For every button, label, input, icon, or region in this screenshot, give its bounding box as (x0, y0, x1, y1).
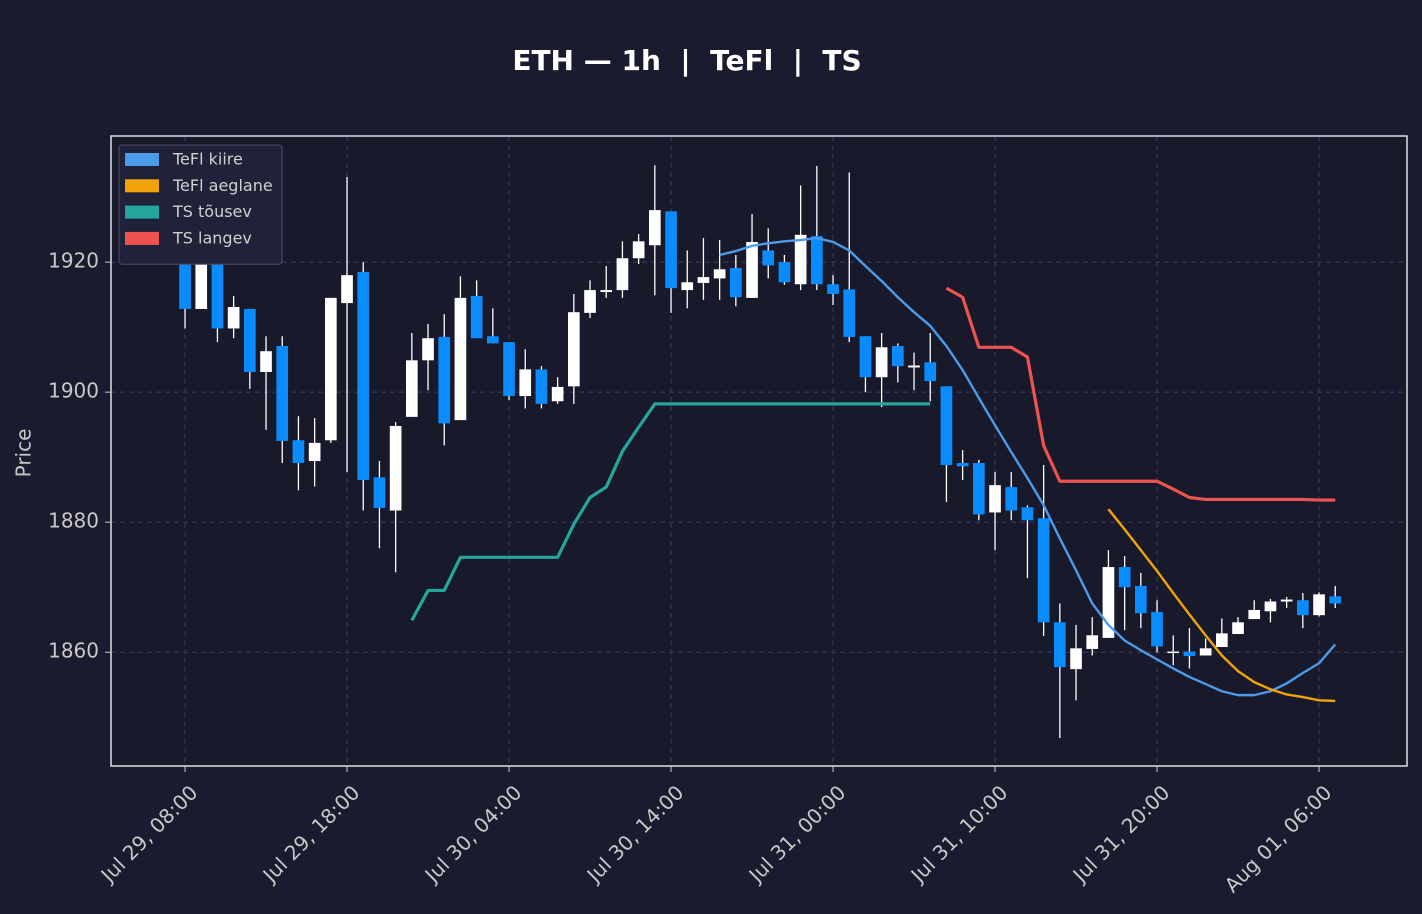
candle-body (1232, 622, 1244, 635)
candle-body (551, 386, 564, 402)
plot-area (111, 136, 1407, 766)
y-tick-label: 1920 (48, 249, 99, 273)
candle-body (325, 297, 337, 441)
legend-label: TS tõusev (172, 202, 252, 221)
candle-body (989, 485, 1001, 513)
candle-body (649, 210, 661, 246)
candle-body (665, 211, 677, 289)
legend-label: TS langev (172, 228, 252, 247)
candle-body (1167, 651, 1180, 654)
y-tick-label: 1900 (48, 379, 99, 403)
y-tick-label: 1860 (48, 639, 99, 663)
candle-body (438, 336, 451, 424)
candle-body (357, 271, 370, 480)
candle-body (1280, 599, 1293, 602)
candle-body (762, 250, 775, 266)
candle-body (1054, 622, 1066, 668)
candle-body (1070, 648, 1082, 670)
candle-body (211, 262, 224, 329)
candle-body (632, 241, 645, 259)
candle-body (875, 347, 888, 378)
legend-swatch (125, 153, 159, 166)
candle-body (389, 425, 402, 511)
candle-body (308, 442, 321, 462)
candle-body (454, 297, 467, 421)
candle-body (811, 236, 823, 285)
candle-body (470, 295, 483, 339)
candle-body (406, 360, 418, 417)
candle-body (1151, 611, 1163, 647)
indicator-line (719, 236, 1337, 697)
candle-body (1005, 487, 1018, 511)
legend-label: TeFl kiire (172, 150, 243, 169)
candle-body (503, 342, 515, 397)
candle-body (1183, 651, 1196, 657)
legend-box (118, 144, 283, 265)
candle-body (940, 386, 953, 465)
candle-body (584, 290, 596, 313)
candle-body (1021, 507, 1034, 521)
candle-body (227, 306, 240, 329)
candle-body (341, 275, 353, 304)
candle-body (859, 336, 872, 378)
candle-body (616, 258, 629, 291)
candle-body (568, 312, 580, 387)
candle-body (519, 369, 532, 397)
legend: TeFl kiire TeFl aeglane TS tõusev TS langev (118, 144, 283, 265)
legend-swatch (125, 205, 159, 219)
candle-body (1199, 648, 1212, 656)
candle-body (1102, 567, 1115, 638)
candle-body (1264, 601, 1277, 612)
candle-body (843, 289, 856, 337)
candle-body (1135, 585, 1147, 614)
legend-label: TeFl aeglane (172, 176, 273, 195)
y-axis-label: Price (12, 429, 36, 478)
candle-body (276, 346, 289, 441)
candle-body (600, 290, 613, 293)
candle-body (179, 245, 191, 309)
candle-body (1216, 633, 1228, 648)
candle-body (1248, 609, 1261, 620)
candle-body (778, 262, 791, 283)
candle-body (373, 477, 386, 508)
candle-body (244, 308, 256, 373)
candle-body (956, 463, 969, 467)
candle-body (422, 338, 434, 361)
candle-body (827, 284, 839, 294)
candle-body (1118, 567, 1131, 588)
candle-body (1329, 596, 1342, 604)
candle-body (892, 346, 904, 367)
candle-body (713, 269, 726, 279)
indicator-line (945, 286, 1336, 502)
candle-body (730, 267, 742, 298)
candle-body (908, 365, 920, 368)
candle-body (794, 234, 807, 285)
candle-body (697, 277, 710, 283)
candle-body (195, 262, 208, 309)
candle-body (1086, 635, 1099, 649)
candle-body (1313, 594, 1325, 616)
candle-body (260, 351, 272, 373)
candle-body (1297, 600, 1309, 616)
candle-body (1037, 518, 1050, 623)
indicator-line (1107, 508, 1336, 703)
candle-body (746, 241, 758, 298)
legend-swatch (125, 231, 159, 245)
chart-title: ETH — 1h | TeFl | TS (512, 44, 861, 77)
candle-body (487, 336, 499, 344)
candle-body (292, 440, 305, 464)
legend-swatch (125, 179, 159, 193)
y-tick-label: 1880 (48, 509, 99, 533)
indicator-line (410, 402, 931, 622)
candle-body (973, 463, 985, 515)
candle-body (681, 282, 694, 291)
candle-body (924, 362, 937, 382)
candle-body (535, 369, 548, 404)
plot-frame (110, 135, 1408, 767)
